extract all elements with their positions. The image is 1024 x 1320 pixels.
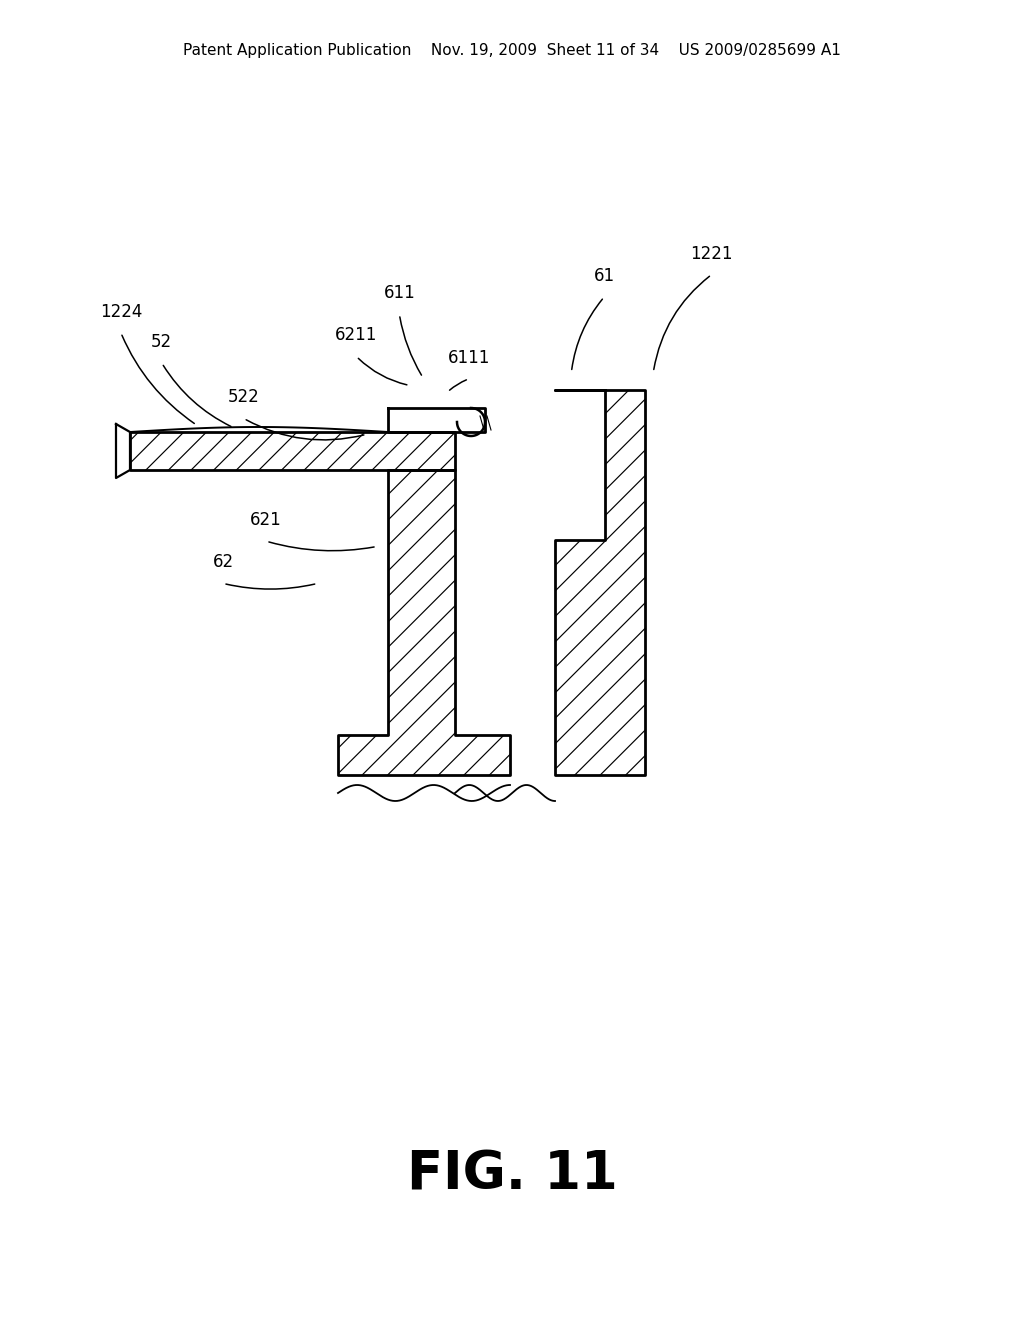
Text: 621: 621	[250, 511, 283, 529]
Text: 1224: 1224	[99, 302, 142, 321]
Text: 1221: 1221	[690, 244, 733, 263]
Text: 6111: 6111	[447, 348, 490, 367]
Text: 61: 61	[594, 267, 614, 285]
Text: 62: 62	[213, 553, 233, 572]
Text: FIG. 11: FIG. 11	[407, 1148, 617, 1201]
Text: 52: 52	[152, 333, 172, 351]
Text: Patent Application Publication    Nov. 19, 2009  Sheet 11 of 34    US 2009/02856: Patent Application Publication Nov. 19, …	[183, 42, 841, 58]
Text: 611: 611	[383, 284, 416, 302]
Text: 522: 522	[227, 388, 260, 407]
Text: 6211: 6211	[335, 326, 378, 345]
